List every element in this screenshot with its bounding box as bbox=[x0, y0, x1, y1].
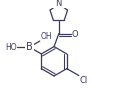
Text: N: N bbox=[56, 0, 62, 8]
Text: OH: OH bbox=[40, 32, 52, 41]
Text: Cl: Cl bbox=[79, 76, 87, 85]
Text: HO: HO bbox=[5, 43, 17, 52]
Text: O: O bbox=[72, 30, 78, 39]
Text: B: B bbox=[26, 42, 33, 52]
